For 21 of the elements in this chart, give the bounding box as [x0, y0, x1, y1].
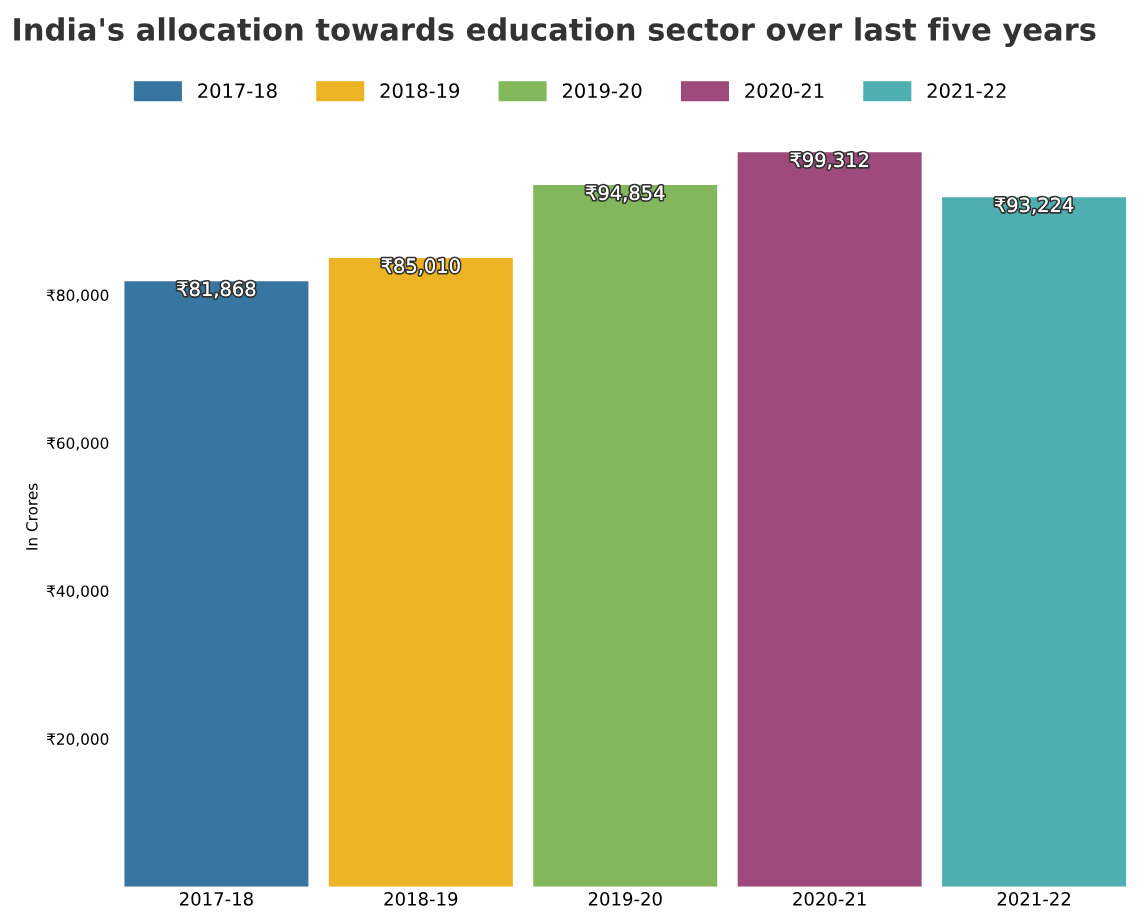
x-tick-label: 2020-21 [793, 892, 866, 906]
text: ₹94,854 [586, 185, 665, 203]
y-tick-label: ₹40,000 [46, 585, 109, 599]
text: ₹93,224 [994, 197, 1074, 215]
y-axis-title: In Crores [26, 483, 38, 550]
x-tick-label: 2021-22 [997, 892, 1070, 906]
y-tick-label: ₹80,000 [46, 289, 109, 303]
legend-label: 2018-19 [380, 83, 460, 99]
legend-label: 2020-21 [745, 83, 824, 99]
x-tick-label: 2017-18 [180, 892, 253, 906]
legend-label: 2017-18 [198, 83, 277, 99]
text: ₹99,312 [790, 152, 868, 170]
legend-label: 2019-20 [562, 83, 642, 99]
y-tick-label: ₹20,000 [46, 733, 109, 747]
text: ₹85,010 [381, 258, 460, 275]
text: ₹81,868 [177, 281, 256, 299]
x-tick-label: 2019-20 [588, 892, 662, 906]
y-tick-label: ₹60,000 [46, 437, 109, 451]
legend-label: 2021-22 [927, 83, 1006, 99]
x-tick-label: 2018-19 [384, 892, 458, 906]
chart-title: India's allocation towards education sector over last five years [14, 17, 1096, 48]
